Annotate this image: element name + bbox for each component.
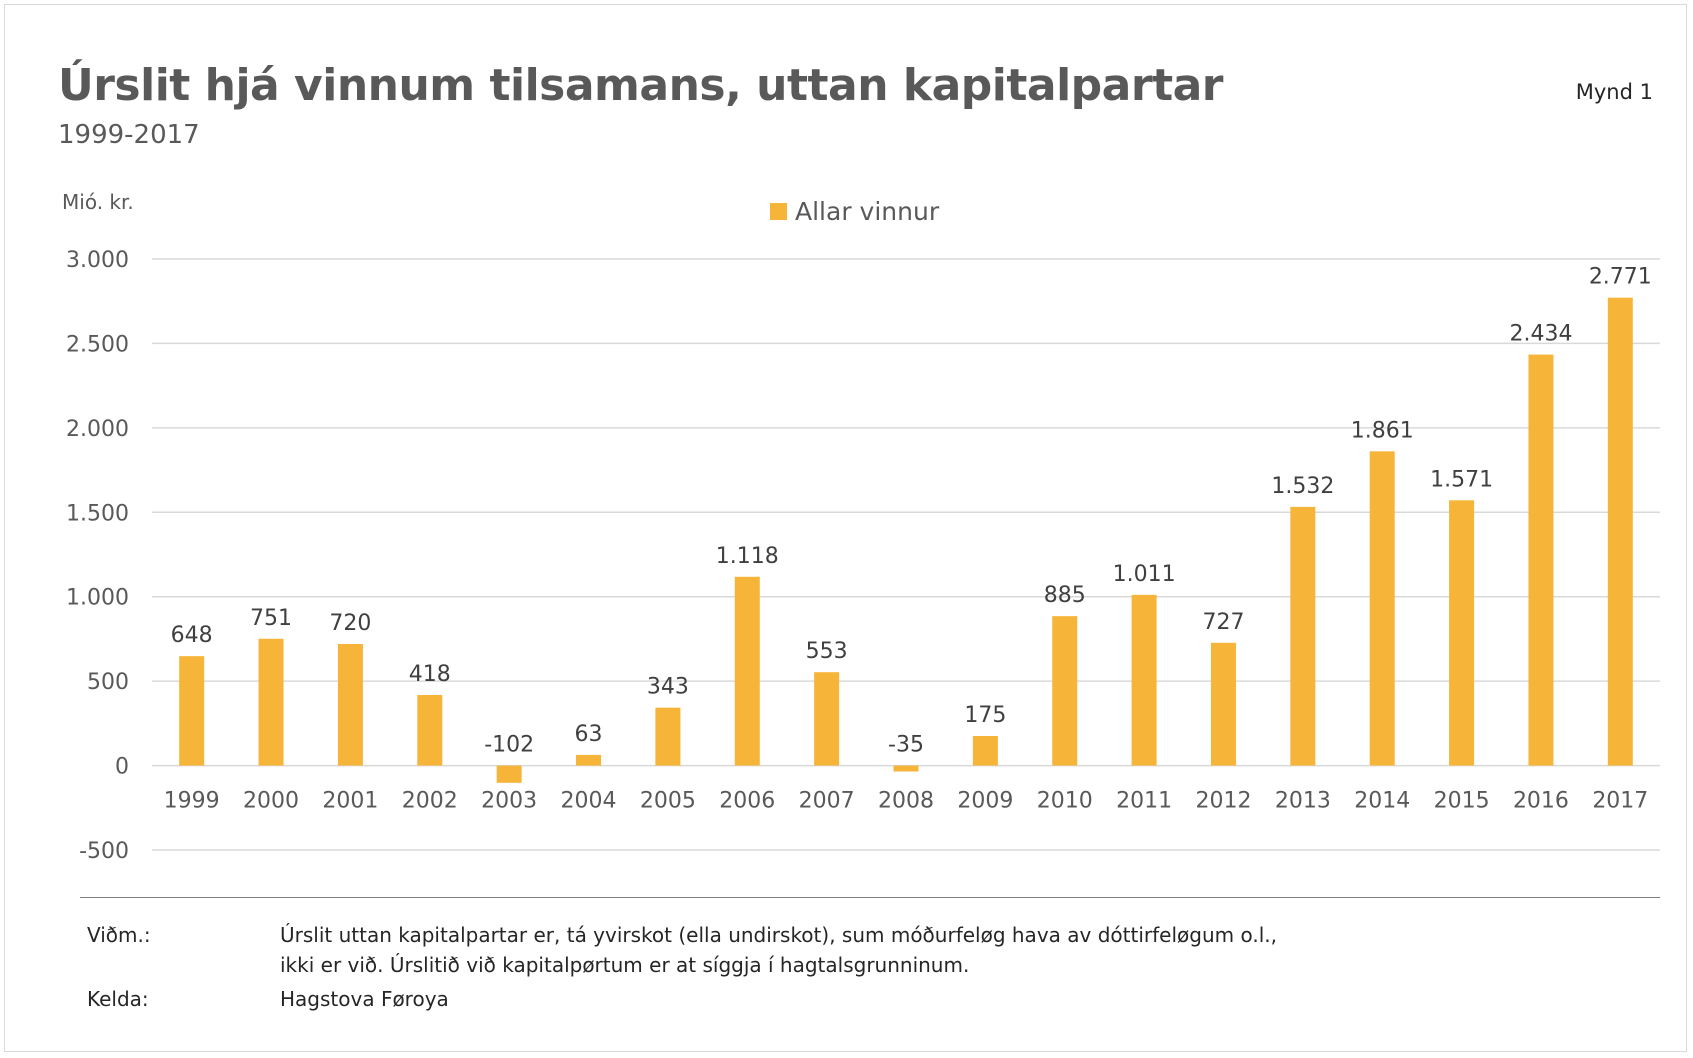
data-label: 1.532: [1271, 474, 1334, 499]
data-label: -35: [888, 733, 924, 758]
note-text-line1: Úrslit uttan kapitalpartar er, tá yvirsk…: [280, 923, 1277, 947]
bar-2005: [655, 707, 681, 766]
data-label: 418: [409, 662, 451, 687]
figure-frame: [4, 4, 1687, 1052]
y-tick-label: 2.500: [66, 332, 129, 357]
data-label: -102: [484, 733, 534, 758]
bar-1999: [179, 656, 205, 766]
y-tick-label: 3.000: [66, 248, 129, 273]
y-axis-unit-label: Mió. kr.: [62, 190, 134, 214]
bar-2011: [1131, 594, 1157, 766]
chart-subtitle: 1999-2017: [58, 120, 200, 150]
note-text-line2: ikki er við. Úrslitið við kapitalpørtum …: [280, 953, 970, 977]
data-label: 1.011: [1113, 562, 1176, 587]
data-label: 720: [329, 611, 371, 636]
x-tick-label: 2017: [1592, 789, 1648, 814]
y-tick-label: 1.500: [66, 501, 129, 526]
bar-2006: [734, 576, 760, 766]
bar-2013: [1290, 506, 1316, 766]
note-label: Viðm.:: [87, 923, 151, 947]
x-tick-label: 2016: [1513, 789, 1569, 814]
x-tick-label: 2005: [640, 789, 696, 814]
data-label: 1.861: [1351, 418, 1414, 443]
y-tick-label: 2.000: [66, 417, 129, 442]
x-tick-label: 2014: [1354, 789, 1410, 814]
y-tick-label: 0: [115, 755, 129, 780]
data-label: 553: [806, 639, 848, 664]
x-tick-label: 2012: [1195, 789, 1251, 814]
data-label: 2.771: [1589, 265, 1652, 290]
bar-2016: [1528, 354, 1554, 766]
bar-2009: [972, 736, 998, 766]
bar-2000: [258, 638, 284, 766]
x-tick-label: 1999: [164, 789, 220, 814]
x-tick-label: 2006: [719, 789, 775, 814]
x-tick-label: 2002: [402, 789, 458, 814]
bar-2010: [1052, 616, 1078, 766]
data-label: 751: [250, 606, 292, 631]
x-tick-label: 2011: [1116, 789, 1172, 814]
x-tick-label: 2010: [1037, 789, 1093, 814]
bar-2003: [496, 765, 522, 783]
footer-divider: [80, 897, 1660, 898]
y-tick-label: 500: [87, 670, 129, 695]
x-tick-label: 2007: [799, 789, 855, 814]
bar-2017: [1607, 297, 1633, 766]
chart-title: Úrslit hjá vinnum tilsamans, uttan kapit…: [58, 60, 1224, 111]
data-label: 648: [171, 623, 213, 648]
bar-2001: [337, 643, 363, 766]
data-label: 2.434: [1509, 322, 1572, 347]
chart-legend: Allar vinnur: [770, 197, 939, 226]
x-tick-label: 2009: [957, 789, 1013, 814]
gridlines: [152, 258, 1660, 851]
x-axis-ticks: 1999 2000 2001 2002 2003 2004 2005 2006 2007 2008…: [164, 789, 1649, 814]
source-label: Kelda:: [87, 987, 149, 1011]
x-tick-label: 2015: [1434, 789, 1490, 814]
x-tick-label: 2001: [322, 789, 378, 814]
bar-2012: [1210, 642, 1236, 766]
x-tick-label: 2003: [481, 789, 537, 814]
bar-2002: [417, 694, 443, 766]
y-axis-ticks: -500 0 500 1.000 1.500 2.000 2.500 3.000: [66, 248, 129, 864]
legend-swatch: [770, 203, 787, 220]
data-label: 175: [964, 703, 1006, 728]
y-tick-label: 1.000: [66, 586, 129, 611]
bar-2015: [1449, 500, 1475, 766]
x-tick-label: 2004: [561, 789, 617, 814]
x-tick-label: 2008: [878, 789, 934, 814]
data-label: 1.118: [716, 544, 779, 569]
data-label: 1.571: [1430, 467, 1493, 492]
y-tick-label: -500: [79, 839, 129, 864]
data-label: 343: [647, 675, 689, 700]
data-label: 63: [575, 722, 603, 747]
data-labels: 648 751 720 418 -102 63 343 1.118 553 -35 175 885 1.…: [171, 265, 1652, 758]
figure-label: Mynd 1: [1575, 80, 1653, 104]
data-label: 885: [1044, 583, 1086, 608]
bar-2014: [1369, 451, 1395, 766]
x-tick-label: 2013: [1275, 789, 1331, 814]
x-tick-label: 2000: [243, 789, 299, 814]
legend-label: Allar vinnur: [795, 197, 940, 226]
bars: [179, 297, 1633, 783]
bar-2004: [576, 754, 602, 766]
bar-2008: [893, 765, 919, 772]
data-label: 727: [1202, 610, 1244, 635]
bar-2007: [814, 672, 840, 766]
source-text: Hagstova Føroya: [280, 987, 449, 1011]
